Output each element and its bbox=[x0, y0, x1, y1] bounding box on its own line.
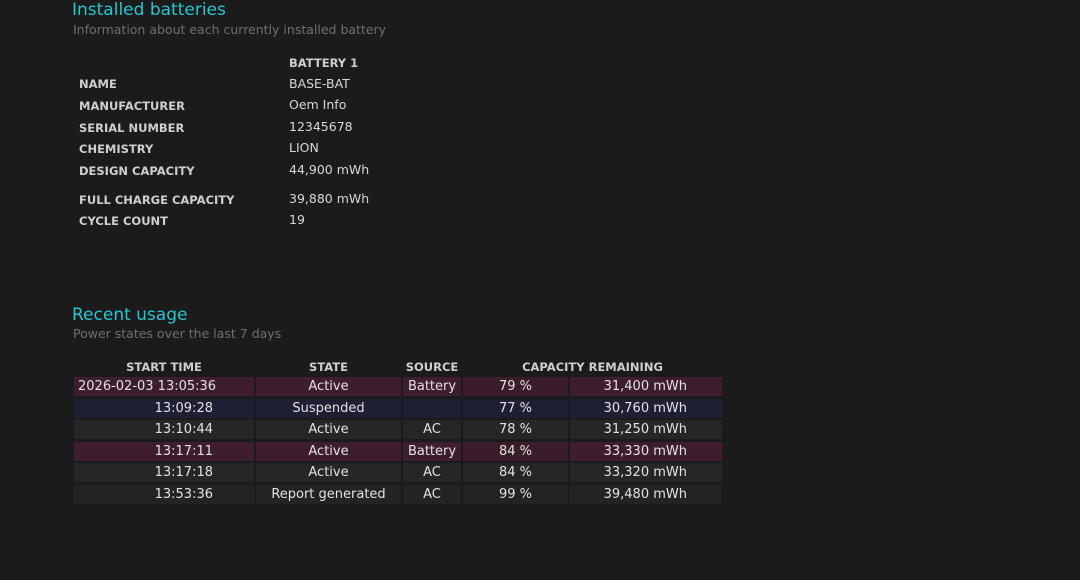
capacity-mwh-cell: 33,330 mWh bbox=[603, 443, 687, 459]
start-time-header: START TIME bbox=[126, 360, 202, 374]
state-cell: Active bbox=[256, 420, 401, 440]
table-row: 13:09:28 Suspended 77 % 30,760 mWh bbox=[74, 398, 722, 418]
installed-batteries-subtitle: Information about each currently install… bbox=[73, 22, 387, 37]
source-cell: Battery bbox=[403, 441, 461, 461]
start-time-cell: 13:10:44 bbox=[154, 422, 213, 438]
manufacturer-value: Oem Info bbox=[289, 97, 347, 112]
recent-usage-subtitle: Power states over the last 7 days bbox=[73, 326, 282, 341]
state-header: STATE bbox=[309, 360, 348, 374]
start-time-cell: 13:09:28 bbox=[154, 400, 213, 416]
capacity-mwh-cell: 31,400 mWh bbox=[603, 379, 687, 394]
table-row: 13:17:18 Active AC 84 % 33,320 mWh bbox=[74, 463, 722, 483]
capacity-mwh-cell: 39,480 mWh bbox=[603, 486, 687, 502]
cycle-count-value: 19 bbox=[289, 212, 305, 227]
capacity-percent-cell: 78 % bbox=[463, 420, 568, 440]
capacity-mwh-cell: 30,760 mWh bbox=[603, 400, 687, 416]
start-time-cell: 13:17:11 bbox=[154, 443, 213, 459]
start-time-cell: 2026-02-03 13:05:36 bbox=[78, 379, 217, 394]
capacity-percent-cell: 84 % bbox=[463, 463, 568, 483]
name-value: BASE-BAT bbox=[289, 76, 350, 91]
state-cell: Report generated bbox=[256, 484, 401, 504]
installed-batteries-title: Installed batteries bbox=[72, 0, 226, 20]
state-cell: Active bbox=[256, 377, 401, 396]
source-cell bbox=[403, 398, 461, 418]
start-time-cell: 13:53:36 bbox=[154, 486, 213, 502]
table-row: 13:53:36 Report generated AC 99 % 39,480… bbox=[74, 484, 722, 504]
source-cell: Battery bbox=[403, 377, 461, 396]
source-cell: AC bbox=[403, 463, 461, 483]
table-row: 13:10:44 Active AC 78 % 31,250 mWh bbox=[74, 420, 722, 440]
source-header: SOURCE bbox=[405, 360, 459, 374]
design-capacity-label: DESIGN CAPACITY bbox=[79, 164, 195, 178]
serial-number-label: SERIAL NUMBER bbox=[79, 121, 185, 135]
cycle-count-label: CYCLE COUNT bbox=[79, 214, 169, 228]
manufacturer-label: MANUFACTURER bbox=[79, 99, 185, 113]
capacity-percent-cell: 79 % bbox=[463, 377, 568, 396]
name-label: NAME bbox=[79, 77, 117, 91]
battery-1-header: BATTERY 1 bbox=[289, 56, 359, 70]
state-cell: Active bbox=[256, 441, 401, 461]
capacity-percent-cell: 84 % bbox=[463, 441, 568, 461]
capacity-percent-cell: 99 % bbox=[463, 484, 568, 504]
capacity-remaining-header: CAPACITY REMAINING bbox=[522, 360, 663, 374]
design-capacity-value: 44,900 mWh bbox=[289, 162, 370, 177]
table-row: 13:17:11 Active Battery 84 % 33,330 mWh bbox=[74, 441, 722, 461]
full-charge-capacity-value: 39,880 mWh bbox=[289, 191, 370, 206]
state-cell: Active bbox=[256, 463, 401, 483]
source-cell: AC bbox=[403, 420, 461, 440]
full-charge-capacity-label: FULL CHARGE CAPACITY bbox=[79, 193, 235, 207]
capacity-percent-cell: 77 % bbox=[463, 398, 568, 418]
usage-table: 2026-02-03 13:05:36 Active Battery 79 % … bbox=[74, 377, 722, 507]
capacity-mwh-cell: 33,320 mWh bbox=[603, 465, 687, 481]
start-time-cell: 13:17:18 bbox=[154, 465, 213, 481]
chemistry-label: CHEMISTRY bbox=[79, 142, 154, 156]
table-row: 2026-02-03 13:05:36 Active Battery 79 % … bbox=[74, 377, 722, 396]
state-cell: Suspended bbox=[256, 398, 401, 418]
source-cell: AC bbox=[403, 484, 461, 504]
recent-usage-title: Recent usage bbox=[72, 305, 188, 325]
chemistry-value: LION bbox=[289, 140, 319, 155]
serial-number-value: 12345678 bbox=[289, 119, 353, 134]
capacity-mwh-cell: 31,250 mWh bbox=[603, 422, 687, 438]
